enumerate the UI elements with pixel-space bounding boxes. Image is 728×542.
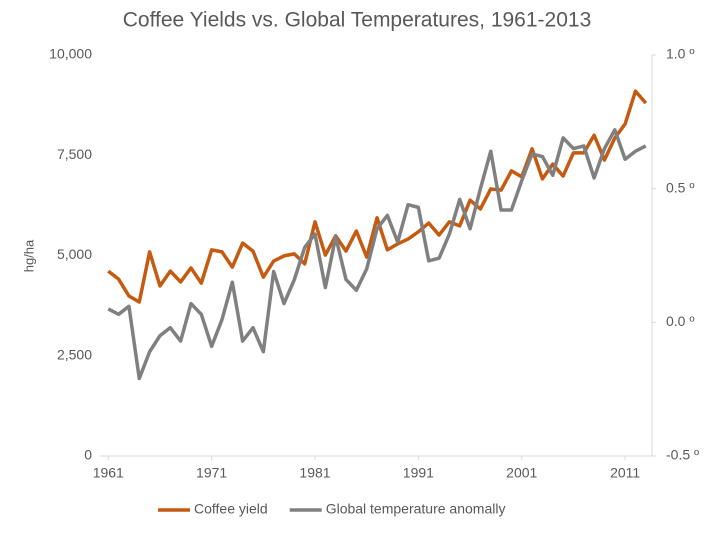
y-tick-label: 7,500: [57, 146, 92, 162]
y2-tick-label: 0.0 º: [666, 313, 694, 329]
x-tick-label: 1991: [403, 465, 434, 481]
series-line: [107, 89, 648, 304]
y-tick-label: 0: [84, 447, 92, 463]
x-tick-label: 2011: [610, 465, 640, 481]
y2-tick-label: 0.5 º: [666, 179, 694, 195]
y2-tick-label: 1.0 º: [666, 46, 694, 62]
y-tick-label: 10,000: [49, 46, 92, 62]
x-tick-label: 1971: [196, 465, 227, 481]
chart-title: Coffee Yields vs. Global Temperatures, 1…: [123, 9, 592, 32]
legend-label: Global temperature anomally: [326, 501, 506, 517]
y-tick-label: 2,500: [57, 346, 92, 362]
y2-tick-label: -0.5 º: [666, 447, 699, 463]
x-tick-label: 1981: [299, 465, 330, 481]
y-tick-label: 5,000: [57, 246, 92, 262]
x-tick-label: 2001: [506, 465, 537, 481]
y-axis-label: hg/ha: [21, 239, 36, 272]
x-tick-label: 1961: [93, 465, 124, 481]
series-line: [107, 128, 647, 381]
legend-label: Coffee yield: [194, 501, 268, 517]
